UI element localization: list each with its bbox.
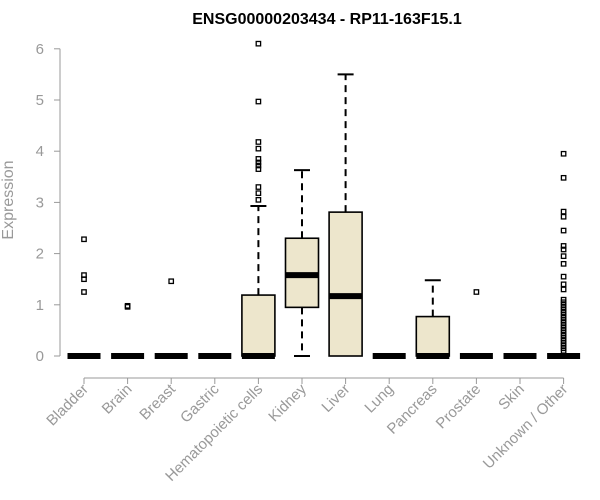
box-group xyxy=(241,40,276,359)
box-group xyxy=(415,279,451,359)
outlier-point xyxy=(560,286,567,293)
outlier-point xyxy=(255,145,262,152)
outlier-point xyxy=(255,196,262,203)
outlier-point xyxy=(255,190,262,197)
outlier-point xyxy=(81,272,87,278)
outlier-point xyxy=(255,166,262,172)
box-iqr xyxy=(415,315,451,357)
outlier-point xyxy=(81,289,87,295)
outlier-point xyxy=(255,40,262,47)
outlier-point xyxy=(560,213,567,220)
outlier-point xyxy=(560,253,567,260)
x-tick-label: Brain xyxy=(99,381,136,418)
outlier-point xyxy=(560,243,567,249)
outlier-point xyxy=(560,227,567,234)
outlier-point xyxy=(560,174,567,181)
outlier-point xyxy=(560,281,567,288)
x-tick-label: Lung xyxy=(361,381,397,417)
outlier-point xyxy=(124,302,131,309)
boxes xyxy=(67,40,581,359)
y-tick-label: 1 xyxy=(36,297,44,314)
x-tick-label: Breast xyxy=(136,380,179,423)
box-iqr xyxy=(241,294,276,357)
y-tick-label: 4 xyxy=(36,143,44,160)
outlier-point xyxy=(473,289,480,295)
y-axis-label: Expression xyxy=(0,160,17,239)
outlier-point xyxy=(168,278,175,285)
x-tick-label: Prostate xyxy=(433,381,485,433)
y-tick-label: 6 xyxy=(36,41,44,58)
outlier-point xyxy=(255,139,262,145)
box-group xyxy=(547,150,581,359)
outlier-point xyxy=(560,246,567,253)
outlier-point xyxy=(560,273,567,280)
box-group xyxy=(154,278,188,359)
box-group xyxy=(111,302,145,359)
outlier-point xyxy=(560,208,567,215)
y-tick-label: 0 xyxy=(36,348,44,365)
x-tick-label: Kidney xyxy=(265,380,310,425)
x-tick-label: Liver xyxy=(318,381,353,416)
outlier-point xyxy=(81,236,87,243)
y-tick-label: 3 xyxy=(36,194,44,211)
outlier-point xyxy=(560,260,567,267)
outlier-point xyxy=(560,296,567,303)
box-group xyxy=(459,289,493,359)
box-group xyxy=(284,169,320,357)
chart-title: ENSG00000203434 - RP11-163F15.1 xyxy=(192,11,462,28)
outlier-point xyxy=(560,150,567,157)
box-iqr xyxy=(328,211,363,357)
outlier-point xyxy=(255,159,262,166)
y-tick-label: 5 xyxy=(36,92,44,109)
x-tick-label: Skin xyxy=(495,381,528,414)
box-group xyxy=(67,236,101,359)
y-axis: 0 1 2 3 4 5 6 xyxy=(36,41,61,365)
outlier-point xyxy=(255,162,262,169)
x-tick-label: Bladder xyxy=(43,381,92,430)
outlier-point xyxy=(255,98,262,105)
box-group xyxy=(328,73,363,357)
outlier-point xyxy=(255,156,262,162)
y-tick-label: 2 xyxy=(36,246,44,263)
outlier-point xyxy=(255,184,262,190)
